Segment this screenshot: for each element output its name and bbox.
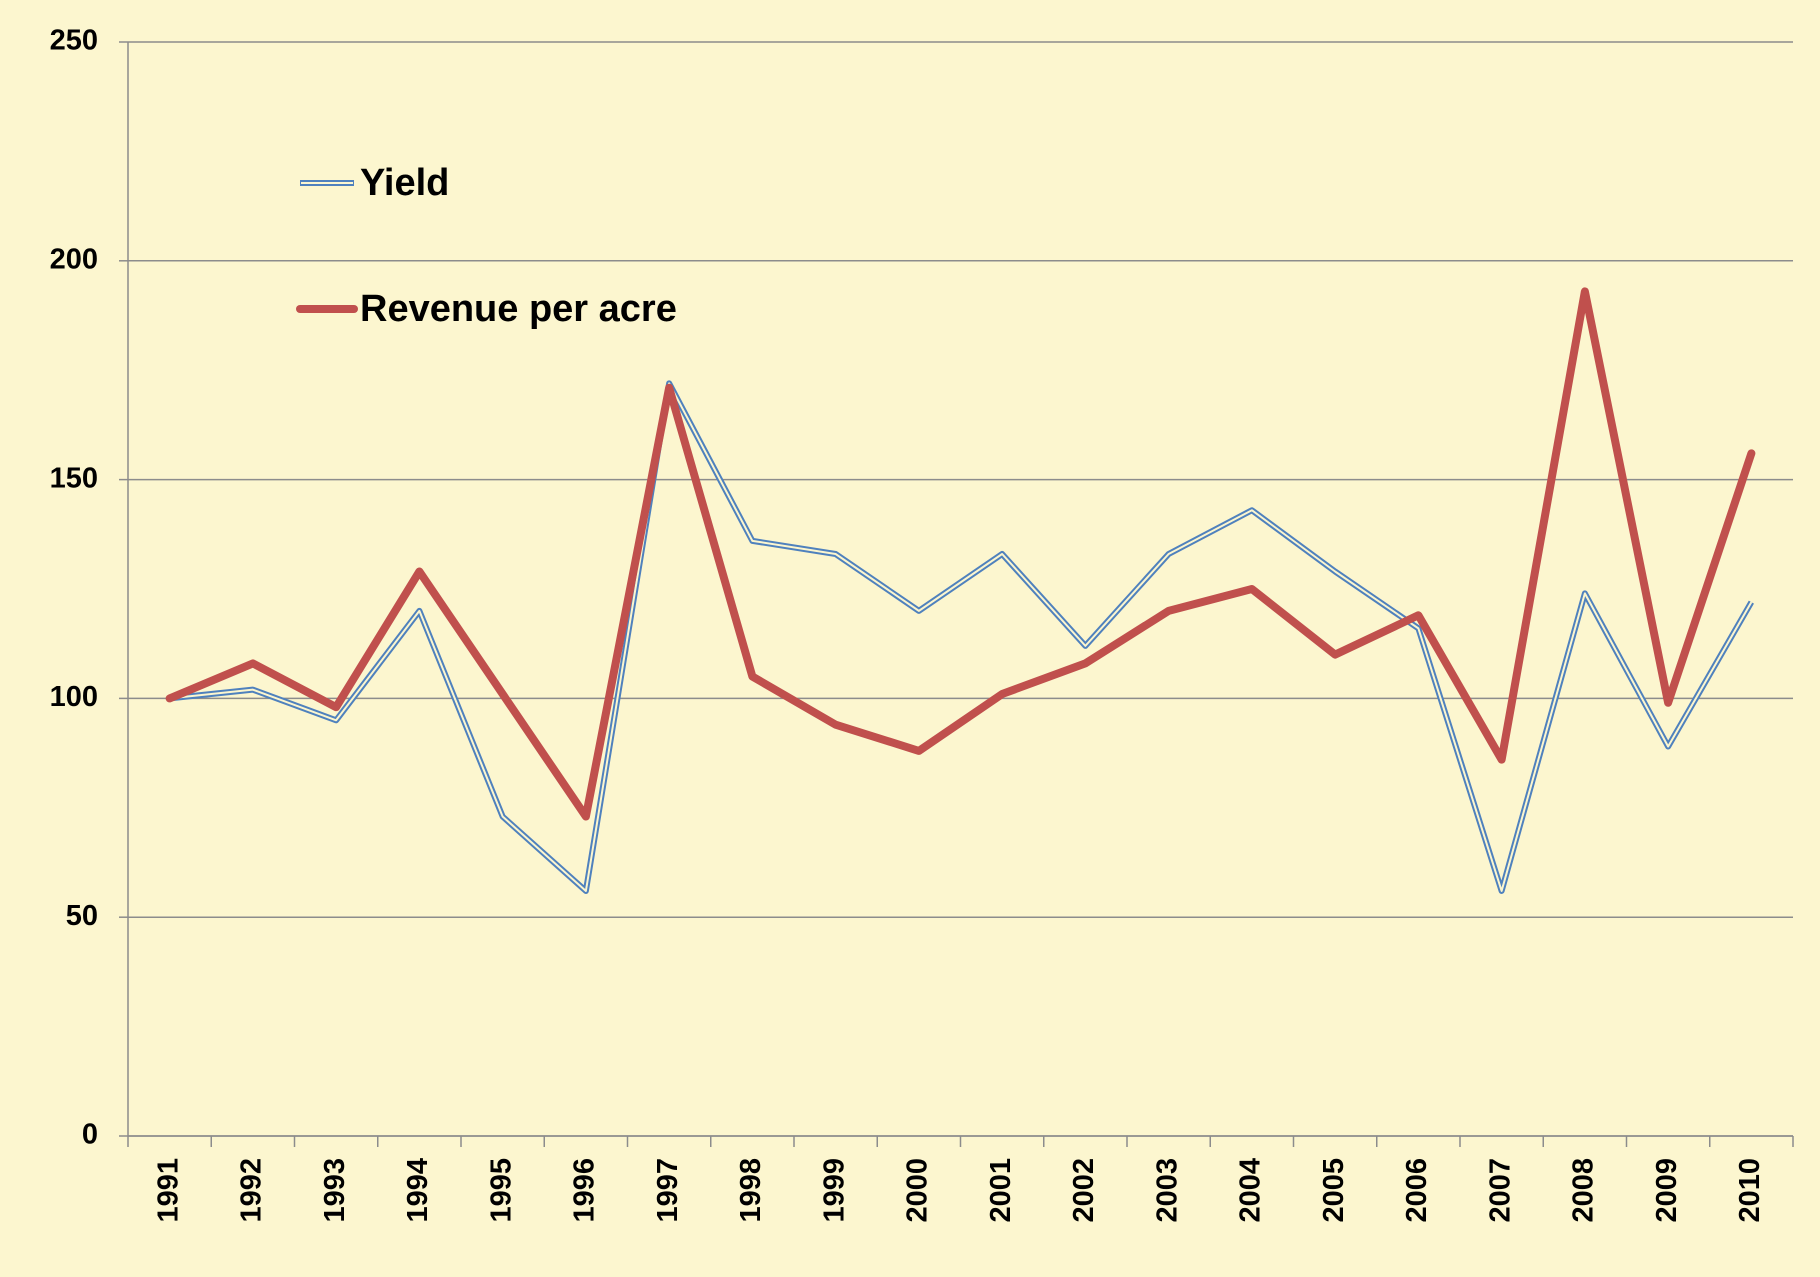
series-line (169, 380, 1754, 894)
x-tick-label: 1997 (652, 1158, 684, 1223)
x-tick-label: 1998 (735, 1158, 767, 1223)
x-tick-label: 1999 (818, 1158, 850, 1223)
x-tick-label: 1995 (485, 1158, 517, 1223)
x-tick-label: 2008 (1568, 1158, 1600, 1223)
x-tick-label: 2002 (1068, 1158, 1100, 1223)
x-tick-label: 2010 (1734, 1158, 1766, 1223)
x-tick-label: 2006 (1401, 1158, 1433, 1223)
legend-label: Revenue per acre (360, 288, 677, 330)
x-tick-label: 2003 (1151, 1158, 1183, 1223)
x-tick-label: 1991 (152, 1158, 184, 1223)
series-line-inner (169, 382, 1753, 892)
x-tick-label: 1994 (402, 1158, 434, 1223)
x-tick-label: 2009 (1651, 1158, 1683, 1223)
y-tick-label: 250 (50, 25, 98, 57)
x-tick-label: 1992 (236, 1158, 268, 1223)
legend-label: Yield (360, 162, 449, 204)
x-tick-label: 1993 (319, 1158, 351, 1223)
x-tick-label: 2001 (985, 1158, 1017, 1223)
x-tick-label: 2000 (902, 1158, 934, 1223)
x-tick-label: 1996 (569, 1158, 601, 1223)
y-tick-label: 0 (82, 1119, 98, 1151)
x-tick-label: 2005 (1318, 1158, 1350, 1223)
y-tick-label: 150 (50, 462, 98, 494)
y-tick-label: 100 (50, 681, 98, 713)
x-tick-label: 2007 (1484, 1158, 1516, 1223)
x-tick-label: 2004 (1235, 1158, 1267, 1223)
y-tick-label: 200 (50, 243, 98, 275)
y-tick-label: 50 (66, 900, 98, 932)
series-line (165, 287, 1756, 821)
